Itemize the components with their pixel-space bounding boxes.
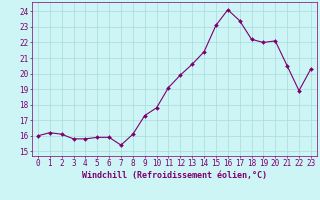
X-axis label: Windchill (Refroidissement éolien,°C): Windchill (Refroidissement éolien,°C)	[82, 171, 267, 180]
